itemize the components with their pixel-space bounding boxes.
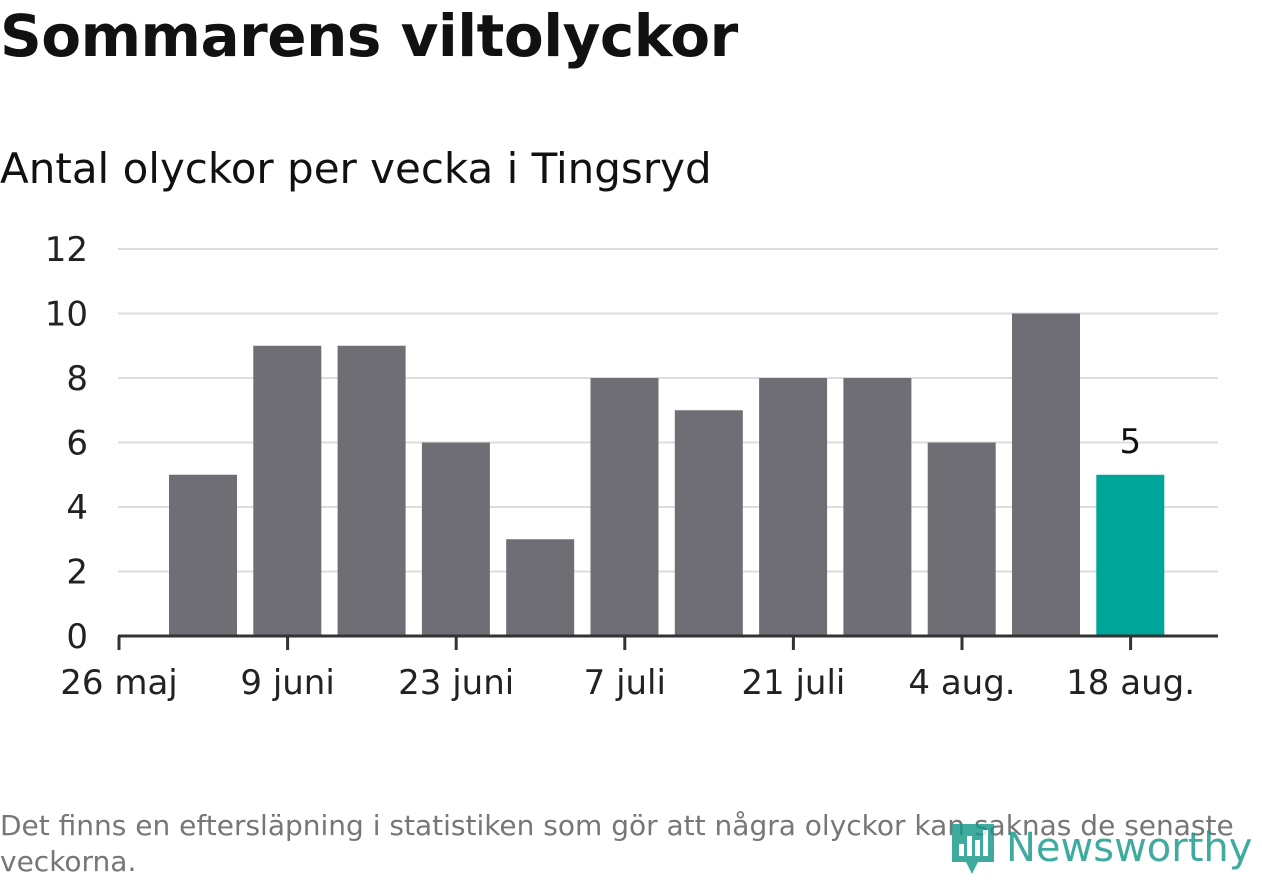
y-tick-label: 2 <box>66 553 88 593</box>
brand-logo: Newsworthy <box>948 816 1252 880</box>
data-labels: 5 <box>1119 422 1141 462</box>
bars <box>169 313 1165 636</box>
y-tick-label: 6 <box>66 424 88 464</box>
chart-title: Sommarens viltolyckor <box>0 2 738 70</box>
bar <box>421 442 490 636</box>
y-tick-label: 10 <box>45 295 88 335</box>
x-tick-label: 21 juli <box>741 663 845 703</box>
bar <box>169 474 237 636</box>
bar <box>759 378 828 636</box>
bar <box>253 345 322 636</box>
data-label: 5 <box>1119 422 1141 462</box>
brand-name: Newsworthy <box>1006 825 1253 871</box>
bar <box>337 345 406 636</box>
bar <box>843 378 912 636</box>
x-tick-label: 9 juni <box>240 663 334 703</box>
bar <box>590 378 659 636</box>
bar <box>506 539 575 636</box>
bar <box>674 410 743 636</box>
y-tick-label: 4 <box>66 488 88 528</box>
chart-subtitle: Antal olyckor per vecka i Tingsryd <box>0 144 712 193</box>
x-tick-label: 26 maj <box>60 663 177 703</box>
y-tick-label: 0 <box>66 617 88 657</box>
x-tick-label: 4 aug. <box>908 663 1015 703</box>
x-tick-label: 7 juli <box>584 663 666 703</box>
bar <box>1012 313 1080 636</box>
y-tick-label: 8 <box>66 359 88 399</box>
bar <box>927 442 996 636</box>
bar-highlighted <box>1096 474 1165 636</box>
newsworthy-logo-icon <box>952 824 994 874</box>
x-axis-tick-labels: 26 maj 9 juni 23 juni 7 juli 21 juli 4 aug. 18… <box>60 663 1195 703</box>
y-tick-label: 12 <box>45 230 88 270</box>
footnote: Det finns en eftersläpning i statistiken… <box>0 809 1234 878</box>
x-tick-label: 23 juni <box>398 663 514 703</box>
x-tick-label: 18 aug. <box>1066 663 1195 703</box>
x-axis <box>117 634 1218 650</box>
y-axis-tick-labels: 0 2 4 6 8 10 12 <box>45 230 88 657</box>
